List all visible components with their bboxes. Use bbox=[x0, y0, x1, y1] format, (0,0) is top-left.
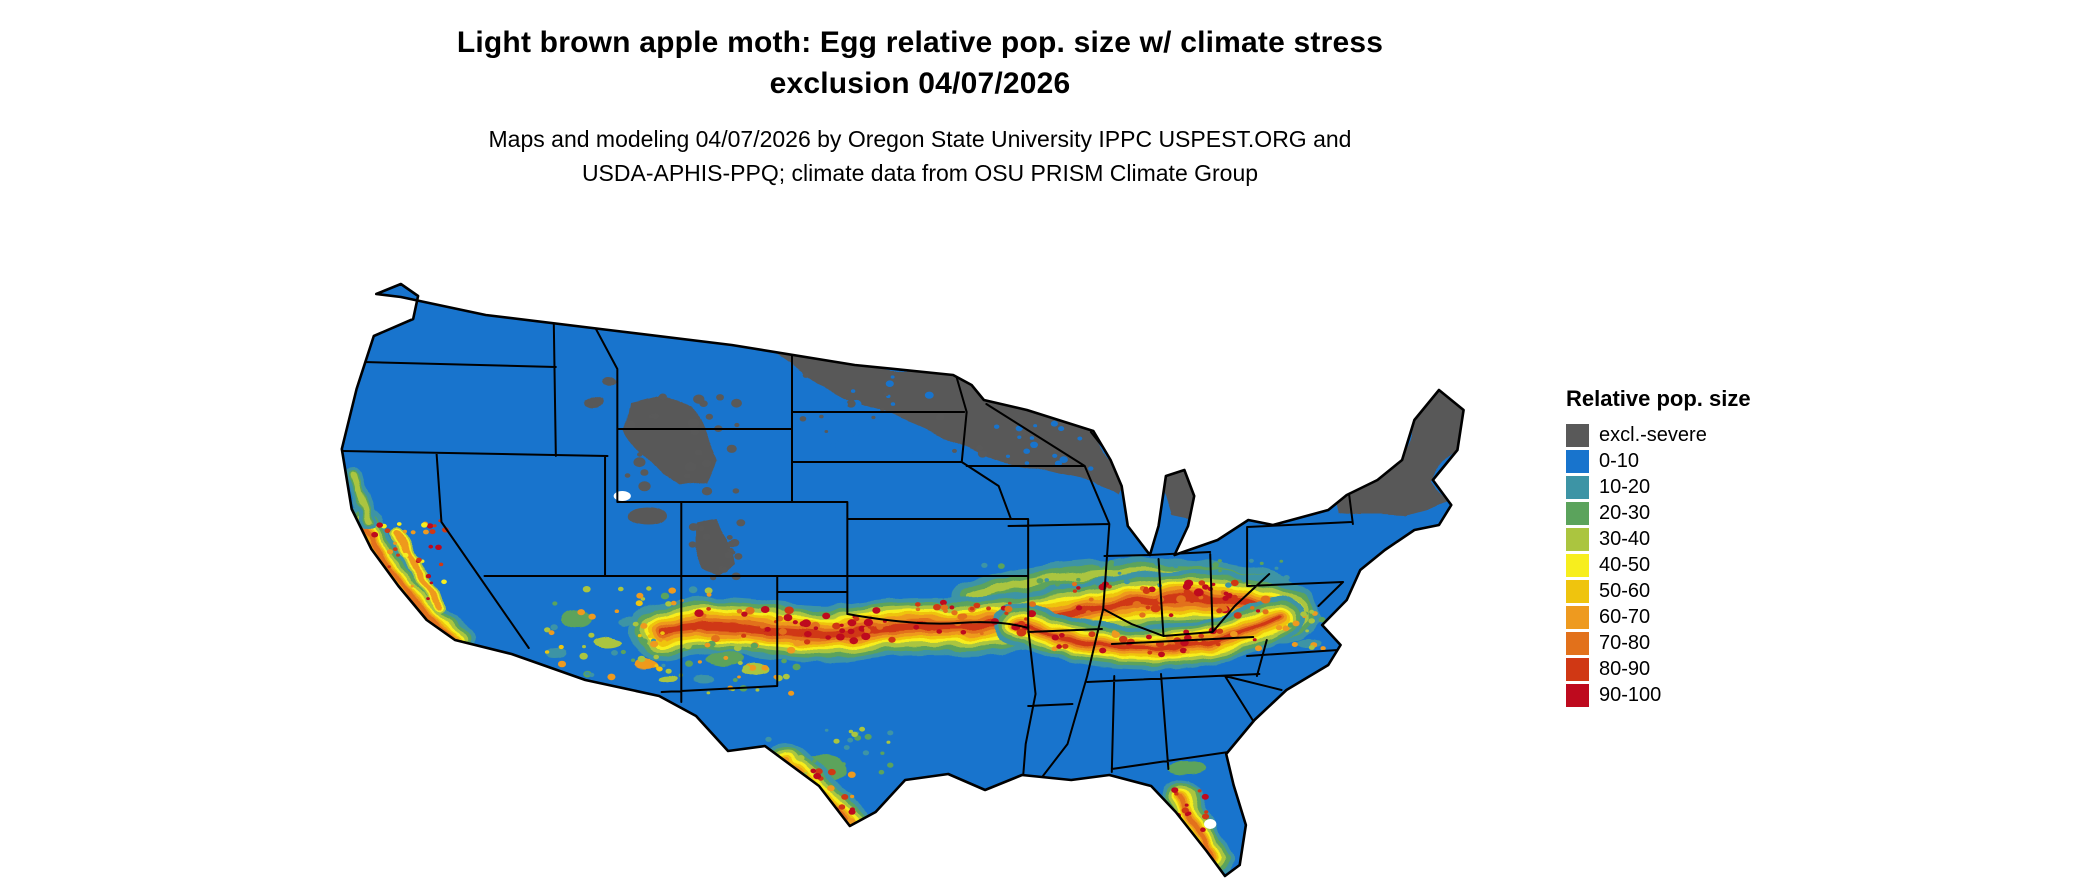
subtitle-line-2: USDA-APHIS-PPQ; climate data from OSU PR… bbox=[581, 160, 1259, 186]
legend-swatch bbox=[1566, 476, 1589, 499]
title-line-2: exclusion 04/07/2026 bbox=[769, 67, 1071, 100]
lake-okeechobee bbox=[1204, 819, 1217, 829]
legend-swatch bbox=[1566, 450, 1589, 473]
legend-label: 70-80 bbox=[1599, 632, 1651, 654]
legend-item-excl.-severe: excl.-severe bbox=[1566, 424, 1751, 447]
legend-item-list: excl.-severe 0-10 10-20 20-30 30-40 40-50 50-6… bbox=[1566, 424, 1751, 707]
legend-title: Relative pop. size bbox=[1566, 386, 1751, 411]
us-outline bbox=[342, 284, 1464, 876]
legend-swatch bbox=[1566, 632, 1589, 655]
legend-item-80-90: 80-90 bbox=[1566, 658, 1751, 681]
legend-swatch bbox=[1566, 554, 1589, 577]
legend-swatch bbox=[1566, 424, 1589, 447]
legend-swatch bbox=[1566, 684, 1589, 707]
legend-label: 20-30 bbox=[1599, 502, 1651, 524]
great-salt-lake bbox=[613, 491, 631, 501]
map-legend: Relative pop. size excl.-severe 0-10 10-20… bbox=[1566, 386, 1751, 710]
legend-item-70-80: 70-80 bbox=[1566, 632, 1751, 655]
legend-swatch bbox=[1566, 658, 1589, 681]
legend-item-10-20: 10-20 bbox=[1566, 476, 1751, 499]
legend-label: excl.-severe bbox=[1599, 424, 1707, 446]
legend-item-0-10: 0-10 bbox=[1566, 450, 1751, 473]
legend-item-50-60: 50-60 bbox=[1566, 580, 1751, 603]
legend-item-20-30: 20-30 bbox=[1566, 502, 1751, 525]
legend-item-60-70: 60-70 bbox=[1566, 606, 1751, 629]
map-subtitle: Maps and modeling 04/07/2026 by Oregon S… bbox=[0, 122, 1840, 190]
legend-item-30-40: 30-40 bbox=[1566, 528, 1751, 551]
legend-label: 50-60 bbox=[1599, 580, 1651, 602]
legend-swatch bbox=[1566, 502, 1589, 525]
legend-swatch bbox=[1566, 606, 1589, 629]
legend-item-40-50: 40-50 bbox=[1566, 554, 1751, 577]
legend-swatch bbox=[1566, 528, 1589, 551]
raster-speckles bbox=[369, 372, 1326, 859]
title-line-1: Light brown apple moth: Egg relative pop… bbox=[456, 26, 1384, 59]
state-borders bbox=[343, 296, 1353, 776]
us-map-container bbox=[300, 224, 1530, 886]
legend-swatch bbox=[1566, 580, 1589, 603]
legend-item-90-100: 90-100 bbox=[1566, 684, 1751, 707]
legend-label: 30-40 bbox=[1599, 528, 1651, 550]
us-map bbox=[300, 224, 1530, 886]
legend-label: 60-70 bbox=[1599, 606, 1651, 628]
legend-label: 40-50 bbox=[1599, 554, 1651, 576]
subtitle-line-1: Maps and modeling 04/07/2026 by Oregon S… bbox=[488, 126, 1352, 152]
map-title: Light brown apple moth: Egg relative pop… bbox=[0, 22, 1840, 104]
legend-label: 80-90 bbox=[1599, 658, 1651, 680]
legend-label: 0-10 bbox=[1599, 450, 1640, 472]
legend-label: 90-100 bbox=[1599, 684, 1662, 706]
legend-label: 10-20 bbox=[1599, 476, 1651, 498]
us-landmass bbox=[341, 284, 1464, 876]
